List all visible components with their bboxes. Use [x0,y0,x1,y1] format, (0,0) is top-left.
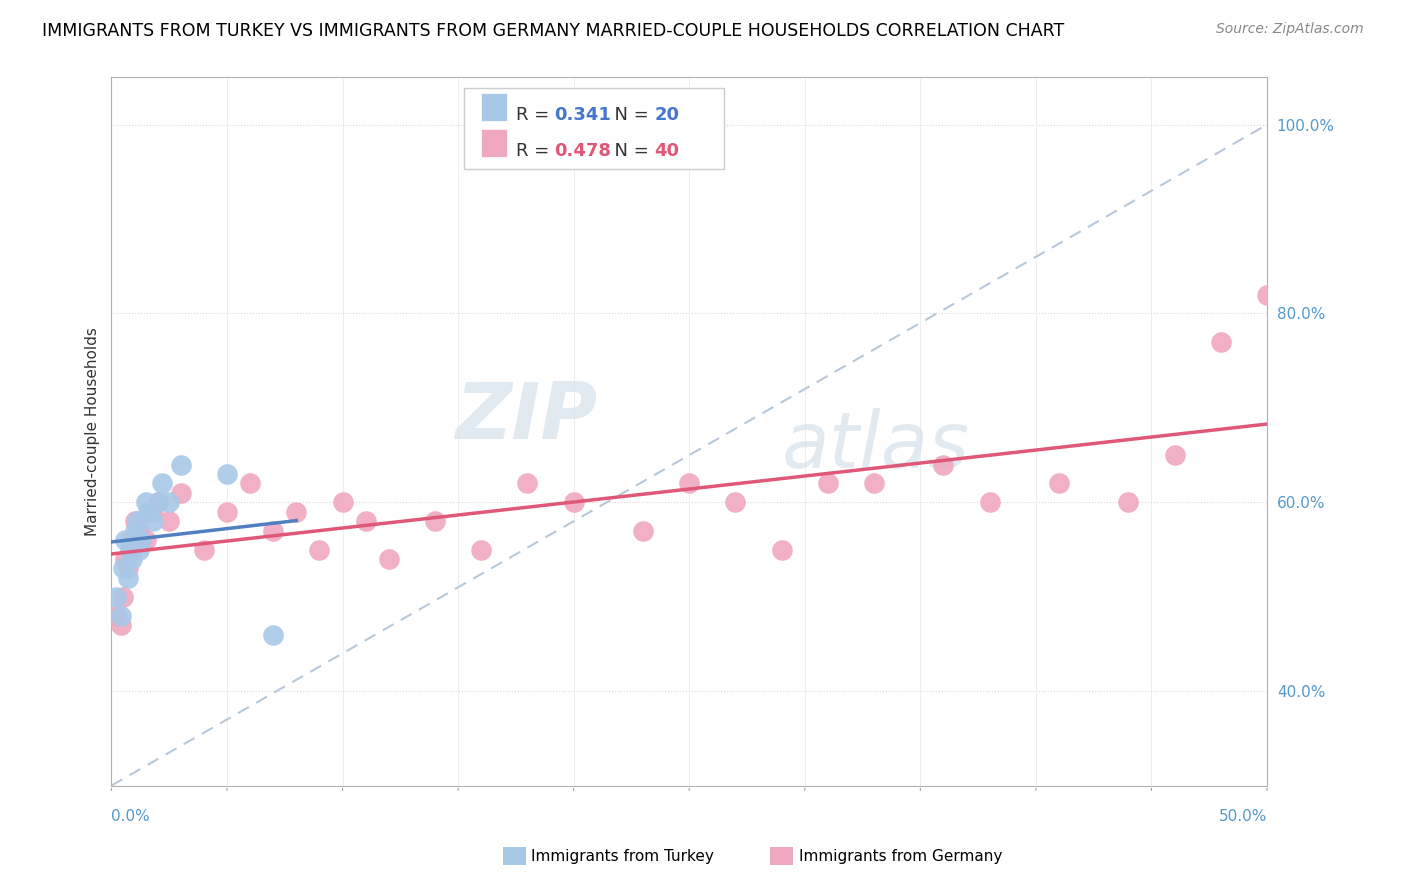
Text: R =: R = [516,142,555,160]
Point [121,552,143,566]
Text: 50.0%: 50.0% [1219,809,1267,824]
Text: 0.0%: 0.0% [111,809,150,824]
Text: Source: ZipAtlas.com: Source: ZipAtlas.com [1216,22,1364,37]
Point [128,524,150,538]
Text: IMMIGRANTS FROM TURKEY VS IMMIGRANTS FROM GERMANY MARRIED-COUPLE HOUSEHOLDS CORR: IMMIGRANTS FROM TURKEY VS IMMIGRANTS FRO… [42,22,1064,40]
Point [308,542,330,557]
Point [135,495,157,509]
Point [678,476,700,491]
Point [146,495,169,509]
Point [979,495,1001,509]
Text: 0.341: 0.341 [554,106,610,124]
Point [142,514,165,528]
Point [114,552,136,566]
FancyBboxPatch shape [481,93,506,121]
Point [117,571,139,585]
Point [863,476,886,491]
Point [770,542,793,557]
Text: 40: 40 [655,142,679,160]
Point [135,533,157,547]
Point [239,476,262,491]
Point [1047,476,1070,491]
Point [157,495,180,509]
Text: Immigrants from Turkey: Immigrants from Turkey [531,849,714,863]
Point [124,524,146,538]
Point [354,514,377,528]
Point [110,618,132,632]
Point [1118,495,1140,509]
Point [111,561,134,575]
Point [262,627,284,641]
Point [125,514,148,528]
Point [562,495,585,509]
Point [170,458,193,472]
Point [157,514,180,528]
Text: 0.478: 0.478 [554,142,612,160]
Point [124,514,146,528]
Point [138,505,160,519]
Point [262,524,284,538]
Text: Immigrants from Germany: Immigrants from Germany [799,849,1002,863]
Point [1209,334,1232,349]
Point [118,542,141,557]
Text: N =: N = [603,142,654,160]
Point [470,542,492,557]
Point [128,542,150,557]
Text: N =: N = [603,106,654,124]
Point [215,505,238,519]
Point [105,590,128,604]
Point [146,495,169,509]
Point [105,608,128,623]
Point [285,505,308,519]
Y-axis label: Married-couple Households: Married-couple Households [86,327,100,536]
Point [150,476,173,491]
Point [932,458,955,472]
Point [631,524,654,538]
Point [121,542,143,557]
Point [131,533,153,547]
Point [332,495,354,509]
FancyBboxPatch shape [464,88,724,169]
Point [117,561,139,575]
Point [516,476,538,491]
Point [170,486,193,500]
Point [724,495,747,509]
Text: R =: R = [516,106,555,124]
Text: 20: 20 [655,106,679,124]
Point [423,514,446,528]
Point [118,533,141,547]
Point [111,590,134,604]
Point [1256,287,1278,301]
Point [378,552,401,566]
Point [142,505,165,519]
Point [114,533,136,547]
Point [817,476,839,491]
Point [1163,448,1185,462]
Text: atlas: atlas [782,408,970,483]
Text: ZIP: ZIP [454,379,596,455]
Point [193,542,215,557]
Point [215,467,238,481]
Point [110,608,132,623]
FancyBboxPatch shape [481,128,506,157]
